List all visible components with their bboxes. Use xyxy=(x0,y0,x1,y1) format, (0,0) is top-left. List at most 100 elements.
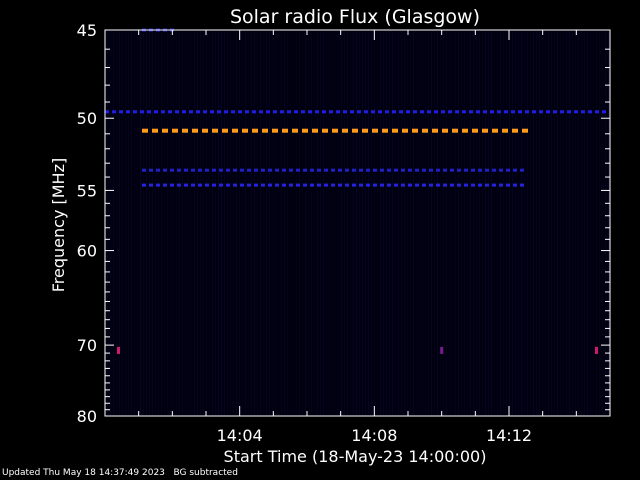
emission-band-segment xyxy=(352,183,356,187)
emission-band-segment xyxy=(142,183,146,187)
noise-streak xyxy=(266,32,267,414)
updated-timestamp: Updated Thu May 18 14:37:49 2023 xyxy=(2,468,165,478)
emission-band-segment xyxy=(282,128,288,133)
noise-streak xyxy=(209,32,210,414)
emission-band-segment xyxy=(499,168,503,172)
emission-band-segment xyxy=(224,110,228,114)
emission-band-segment xyxy=(490,110,494,114)
noise-streak xyxy=(155,32,156,414)
x-tick-label: 14:12 xyxy=(486,426,532,445)
noise-streak xyxy=(353,32,354,414)
emission-band-segment xyxy=(520,183,524,187)
noise-streak xyxy=(110,32,111,414)
noise-streak xyxy=(368,32,369,414)
emission-band-segment xyxy=(499,183,503,187)
emission-band-segment xyxy=(436,183,440,187)
noise-streak xyxy=(461,32,462,414)
noise-streak xyxy=(431,32,432,414)
emission-band-segment xyxy=(455,110,459,114)
noise-streak xyxy=(269,32,270,414)
emission-band-segment xyxy=(329,110,333,114)
emission-band-segment xyxy=(338,183,342,187)
emission-band-segment xyxy=(366,183,370,187)
noise-streak xyxy=(296,32,297,414)
emission-band-segment xyxy=(525,110,529,114)
emission-band-segment xyxy=(238,110,242,114)
emission-band-segment xyxy=(240,168,244,172)
emission-band-segment xyxy=(142,168,146,172)
emission-band-segment xyxy=(273,110,277,114)
emission-band-segment xyxy=(532,110,536,114)
noise-streak xyxy=(548,32,549,414)
emission-band-segment xyxy=(217,110,221,114)
emission-band-segment xyxy=(357,110,361,114)
noise-streak xyxy=(254,32,255,414)
x-tick-label: 14:04 xyxy=(217,426,263,445)
noise-streak xyxy=(416,32,417,414)
emission-band-segment xyxy=(518,110,522,114)
noise-streak xyxy=(422,32,423,414)
noise-streak xyxy=(389,32,390,414)
emission-band-segment xyxy=(471,183,475,187)
emission-band-segment xyxy=(476,110,480,114)
noise-streak xyxy=(341,32,342,414)
noise-streak xyxy=(428,32,429,414)
noise-streak xyxy=(125,32,126,414)
noise-streak xyxy=(434,32,435,414)
emission-band-segment xyxy=(420,110,424,114)
noise-streak xyxy=(560,32,561,414)
emission-band-segment xyxy=(413,110,417,114)
noise-streak xyxy=(401,32,402,414)
emission-band-segment xyxy=(182,128,188,133)
emission-band-segment xyxy=(189,110,193,114)
emission-band-segment xyxy=(175,110,179,114)
emission-band-segment xyxy=(303,168,307,172)
emission-band-segment xyxy=(522,128,528,133)
emission-band-segment xyxy=(429,183,433,187)
emission-band-segment xyxy=(415,168,419,172)
noise-streak xyxy=(323,32,324,414)
noise-streak xyxy=(284,32,285,414)
noise-streak xyxy=(515,32,516,414)
noise-streak xyxy=(287,32,288,414)
emission-band-segment xyxy=(317,183,321,187)
emission-band-segment xyxy=(394,168,398,172)
noise-streak xyxy=(293,32,294,414)
noise-streak xyxy=(263,32,264,414)
noise-streak xyxy=(299,32,300,414)
emission-band-segment xyxy=(163,183,167,187)
emission-spot xyxy=(595,346,598,354)
emission-band-segment xyxy=(177,168,181,172)
emission-band-segment xyxy=(402,128,408,133)
noise-streak xyxy=(161,32,162,414)
noise-streak xyxy=(500,32,501,414)
emission-band-segment xyxy=(331,183,335,187)
emission-band-segment xyxy=(560,110,564,114)
noise-streak xyxy=(602,32,603,414)
emission-band-segment xyxy=(469,110,473,114)
noise-streak xyxy=(251,32,252,414)
emission-band-segment xyxy=(588,110,592,114)
emission-band-segment xyxy=(324,168,328,172)
noise-streak xyxy=(569,32,570,414)
emission-band-segment xyxy=(427,110,431,114)
noise-streak xyxy=(485,32,486,414)
emission-band-segment xyxy=(331,168,335,172)
noise-streak xyxy=(488,32,489,414)
emission-band-segment xyxy=(163,168,167,172)
emission-band-segment xyxy=(336,110,340,114)
emission-band-segment xyxy=(212,183,216,187)
noise-streak xyxy=(608,32,609,414)
noise-streak xyxy=(518,32,519,414)
noise-streak xyxy=(557,32,558,414)
noise-streak xyxy=(170,32,171,414)
emission-band-segment xyxy=(373,168,377,172)
emission-band-segment xyxy=(261,168,265,172)
emission-band-segment xyxy=(492,168,496,172)
noise-streak xyxy=(530,32,531,414)
emission-band-segment xyxy=(442,128,448,133)
emission-band-segment xyxy=(184,168,188,172)
emission-band-segment xyxy=(280,110,284,114)
noise-streak xyxy=(197,32,198,414)
emission-band-segment xyxy=(198,168,202,172)
